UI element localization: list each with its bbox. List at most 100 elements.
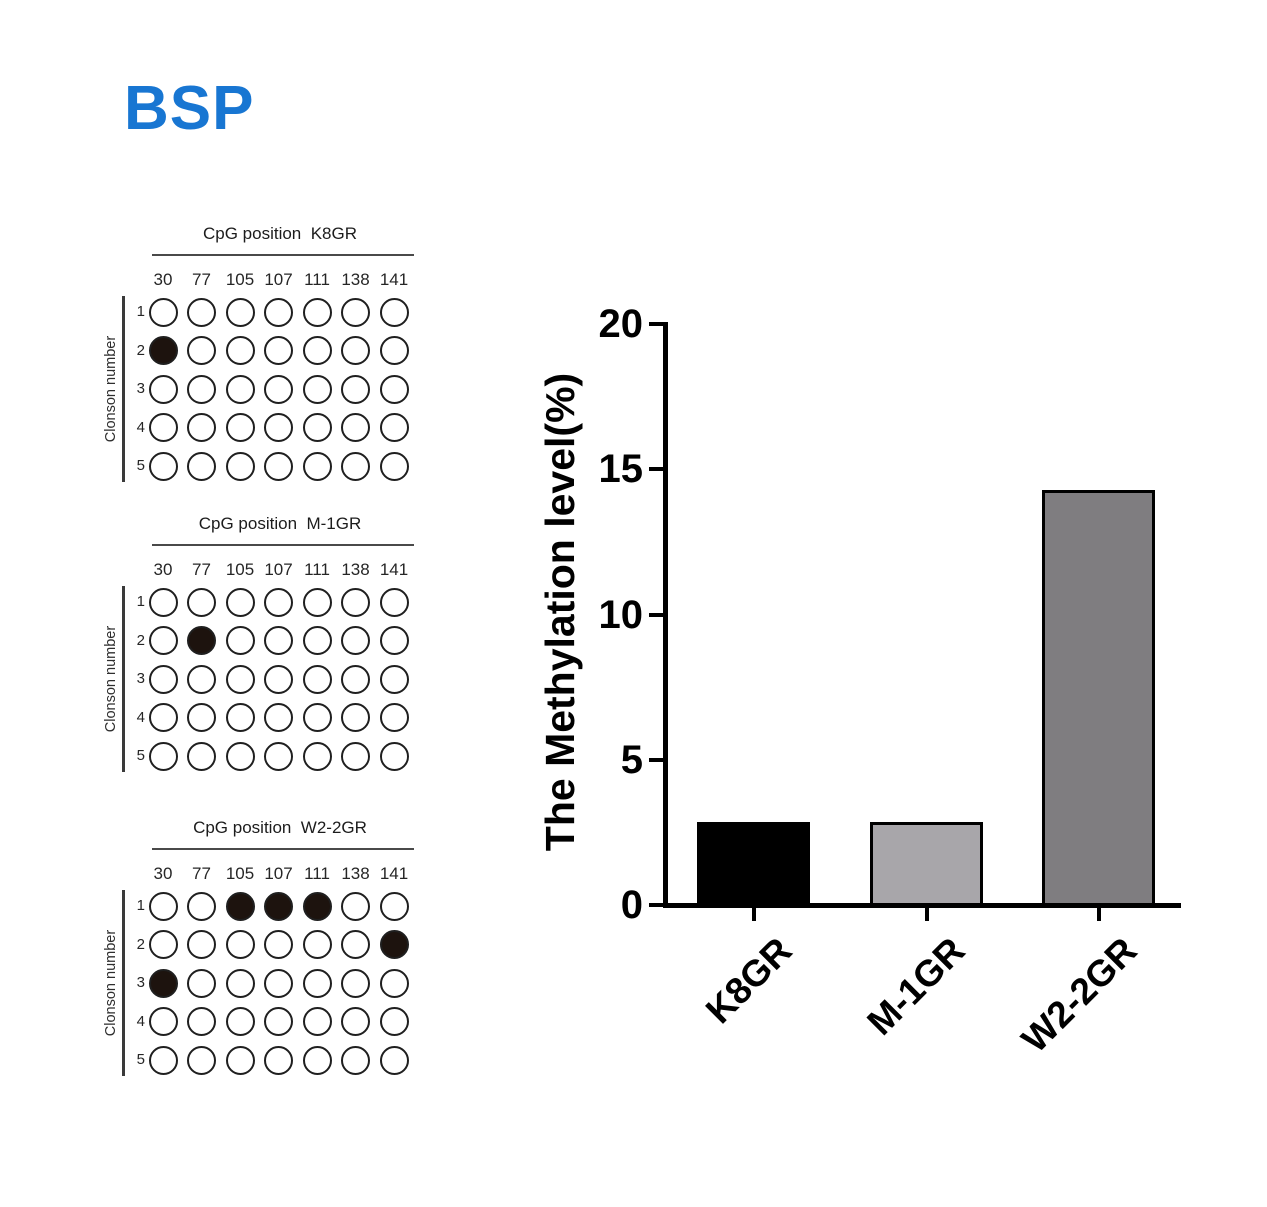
cpg-circle-empty	[302, 626, 332, 655]
cpg-circle-empty	[225, 1007, 255, 1036]
cpg-circle-empty	[187, 374, 216, 404]
cpg-circle-methylated	[264, 891, 293, 921]
figure-title: BSP	[124, 74, 255, 143]
cpg-circle-empty	[148, 1007, 178, 1036]
cpg-circle-empty	[225, 587, 255, 617]
cpg-circle-empty	[225, 336, 255, 365]
cpg-position-label: 138	[341, 560, 370, 579]
y-tick	[649, 612, 663, 617]
cpg-circle-empty	[225, 297, 255, 327]
clone-number-label: 5	[136, 747, 145, 764]
clone-axis-line	[122, 890, 125, 1076]
clone-number-label: 4	[136, 418, 145, 436]
cpg-circle-empty	[341, 297, 370, 327]
y-tick	[649, 903, 663, 907]
cpg-circle-empty	[225, 413, 255, 442]
cpg-circle-empty	[302, 968, 332, 998]
cpg-position-label: 105	[225, 864, 255, 883]
cpg-circle-empty	[379, 297, 409, 327]
clone-number-label: 2	[136, 341, 145, 359]
panel-title-underline	[152, 848, 414, 850]
cpg-circle-empty	[379, 587, 409, 617]
cpg-circle-empty	[187, 451, 216, 481]
cpg-circle-empty	[302, 297, 332, 327]
cpg-circle-empty	[148, 1045, 178, 1075]
cpg-circle-empty	[264, 587, 293, 617]
cpg-position-label: 107	[264, 560, 293, 579]
cpg-circle-empty	[187, 930, 216, 959]
panel-title: CpG position M-1GR	[198, 514, 362, 533]
cpg-circle-empty	[302, 703, 332, 732]
cpg-circle-empty	[379, 413, 409, 442]
cpg-circle-empty	[341, 891, 370, 921]
cpg-circle-empty	[187, 1045, 216, 1075]
cpg-circle-empty	[264, 968, 293, 998]
cpg-circle-empty	[148, 930, 178, 959]
y-tick-label: 20	[598, 302, 644, 346]
cpg-circle-empty	[379, 626, 409, 655]
clone-number-label: 3	[136, 670, 145, 687]
y-tick-label: 5	[620, 737, 643, 782]
cpg-circle-empty	[187, 703, 216, 732]
cpg-position-label: 105	[225, 270, 255, 289]
cpg-circle-empty	[341, 930, 370, 959]
cpg-circle-empty	[379, 1045, 409, 1075]
clone-axis-label: Clonson number	[103, 929, 119, 1037]
cpg-circle-empty	[341, 374, 370, 404]
cpg-circle-empty	[341, 336, 370, 365]
cpg-position-label: 141	[379, 270, 409, 289]
clone-number-label: 1	[136, 593, 145, 610]
cpg-circle-empty	[302, 336, 332, 365]
cpg-circle-empty	[148, 703, 178, 732]
cpg-circle-empty	[225, 451, 255, 481]
clone-number-label: 2	[136, 631, 145, 649]
cpg-position-label: 111	[304, 270, 330, 289]
cpg-circle-methylated	[302, 891, 332, 921]
bar-K8GR	[697, 821, 810, 906]
cpg-circle-empty	[225, 664, 255, 694]
cpg-circle-empty	[225, 741, 255, 771]
x-tick	[1096, 908, 1101, 921]
bar-M-1GR	[870, 821, 983, 906]
cpg-circle-empty	[341, 703, 370, 732]
cpg-circle-empty	[187, 413, 216, 442]
cpg-circle-empty	[302, 664, 332, 694]
cpg-circle-empty	[264, 297, 293, 327]
cpg-circle-empty	[264, 703, 293, 732]
cpg-circle-empty	[148, 374, 178, 404]
cpg-circle-methylated	[148, 336, 178, 365]
clone-number-label: 4	[136, 708, 145, 726]
cpg-circle-empty	[225, 626, 255, 655]
y-tick	[649, 467, 663, 472]
cpg-circle-empty	[264, 1045, 293, 1075]
cpg-circle-empty	[302, 413, 332, 442]
clone-number-label: 3	[136, 974, 145, 991]
cpg-circle-empty	[341, 1045, 370, 1075]
cpg-panel-M-1GR: CpG position M-1GR 30 77 105 107 111 138 141 1 2 3…	[95, 514, 435, 786]
panel-title: CpG position W2-2GR	[193, 818, 367, 837]
cpg-circle-empty	[341, 741, 370, 771]
cpg-circle-empty	[264, 930, 293, 959]
cpg-circle-methylated	[225, 891, 255, 921]
y-axis-title: The Methylation level(%)	[537, 372, 583, 852]
clone-number-label: 2	[136, 935, 145, 953]
panel-title-underline	[152, 254, 414, 256]
y-axis-line	[663, 322, 668, 908]
cpg-circle-empty	[341, 968, 370, 998]
cpg-circle-empty	[264, 626, 293, 655]
cpg-circle-empty	[341, 1007, 370, 1036]
cpg-circle-empty	[379, 374, 409, 404]
y-tick-label: 10	[598, 592, 644, 637]
cpg-circle-empty	[148, 626, 178, 655]
cpg-position-label: 138	[341, 864, 370, 883]
cpg-position-label: 105	[225, 560, 255, 579]
cpg-circle-empty	[148, 741, 178, 771]
cpg-circle-empty	[302, 451, 332, 481]
cpg-circle-empty	[341, 664, 370, 694]
clone-number-label: 1	[136, 303, 145, 320]
cpg-circle-empty	[187, 1007, 216, 1036]
cpg-circle-empty	[148, 413, 178, 442]
cpg-circle-empty	[225, 1045, 255, 1075]
cpg-position-label: 141	[379, 864, 409, 883]
cpg-position-label: 107	[264, 864, 293, 883]
